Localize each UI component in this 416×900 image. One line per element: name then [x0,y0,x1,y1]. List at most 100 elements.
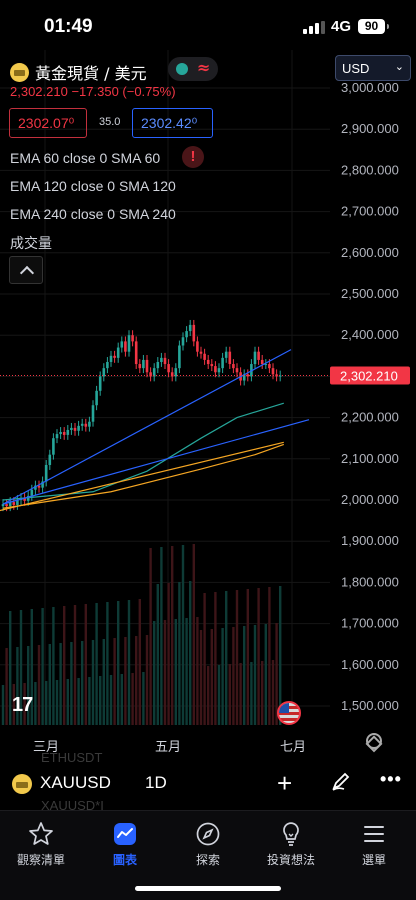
candle-body [163,357,167,365]
volume-bar [160,547,163,725]
indicator-ema120[interactable]: EMA 120 close 0 SMA 120 [10,178,176,194]
volume-bar [135,636,138,725]
volume-bar [156,584,159,725]
volume-bar [30,609,33,725]
y-tick-label: 2,200.000 [341,410,399,425]
candle-body [1,504,5,507]
candle-body [253,351,257,365]
candle-body [23,497,26,501]
volume-bar [131,673,134,725]
volume-bar [253,625,257,725]
more-icon[interactable]: ••• [380,769,402,789]
candle-body [116,347,120,358]
candle-body [102,368,106,377]
y-tick-label: 2,000.000 [341,492,399,507]
collapse-indicators-button[interactable] [9,256,43,284]
candle-body [142,359,145,369]
volume-bar [239,663,242,725]
candle-body [170,372,174,377]
volume-bar [113,638,116,725]
y-tick-label: 2,100.000 [341,451,399,466]
ema240-line [0,441,284,512]
tab-ideas[interactable]: 投資想法 [251,821,331,868]
volume-bar [181,545,185,725]
candle-body [34,485,37,490]
volume-bar [171,546,174,725]
tab-explore[interactable]: 探索 [168,821,248,868]
signal-icon [303,21,325,34]
gold-bar-icon [10,62,29,82]
candle-body [228,351,232,365]
candle-body [181,337,185,346]
volume-bar [91,640,95,725]
indicator-ema240[interactable]: EMA 240 close 0 SMA 240 [10,206,176,222]
candle-body [134,341,138,365]
network-label: 4G [331,18,352,35]
volume-bar [95,603,98,725]
us-flag-icon[interactable] [277,701,301,725]
symbol-button[interactable]: XAUUSD [40,773,111,792]
volume-bar [73,605,77,725]
status-bar: 01:49 4G 90 [0,0,416,50]
candle-body [59,432,62,435]
tradingview-logo: 17 [12,694,33,716]
y-tick-label: 2,800.000 [341,162,399,177]
volume-bar [120,674,123,725]
menu-icon [364,826,384,842]
candle-body [95,390,98,406]
volume-bar [163,620,167,725]
instrument-title[interactable]: 黃金現貨 / 美元 [10,60,147,84]
volume-bar [145,635,149,725]
candle-body [235,368,239,373]
y-tick-label: 1,900.000 [341,533,399,548]
add-icon[interactable]: + [277,768,293,798]
tab-menu[interactable]: 選單 [334,821,414,868]
volume-bar [261,661,264,725]
chart-icon [114,823,136,845]
indicator-volume[interactable]: 成交量 [10,235,52,251]
candle-body [109,355,113,362]
y-tick-label: 2,400.000 [341,327,399,342]
candle-body [70,427,73,430]
candle-body [217,368,221,373]
volume-bar [12,684,15,725]
volume-bar [138,599,141,725]
last-price-badge [330,366,410,385]
y-tick-label: 1,500.000 [341,698,399,713]
market-status-pill[interactable]: ≈ [168,57,218,81]
tab-chart[interactable]: 圖表 [85,821,165,868]
buy-button[interactable]: 2302.42⁰ [132,108,213,138]
candle-body [8,502,12,507]
candle-body [196,341,199,352]
timeframe-button[interactable]: 1D [145,773,167,792]
volume-bar [48,644,51,725]
tab-watchlist[interactable]: 觀察清單 [1,821,81,868]
candle-body [210,364,214,367]
volume-bar [99,676,102,725]
lightbulb-icon [283,822,299,846]
candle-body [152,368,156,377]
volume-bar [210,629,213,725]
candle-body [84,423,88,427]
candle-body [5,504,8,507]
currency-select[interactable]: USD ⌄ [335,55,411,81]
candle-body [120,341,124,348]
candle-body [242,374,246,381]
sell-button[interactable]: 2302.07⁰ [9,108,87,138]
candle-body [145,359,149,373]
drawing-pen-icon[interactable] [330,770,352,792]
volume-bar [203,593,206,725]
volume-bar [228,664,231,725]
candle-body [174,368,178,377]
candle-body [178,345,181,369]
price-chart[interactable]: 3,000.000 2,900.000 2,800.000 2,700.000 2,60… [0,50,416,758]
candle-body [66,429,70,435]
indicator-ema60[interactable]: EMA 60 close 0 SMA 60 [10,150,161,166]
candle-body [88,421,91,427]
candle-body [278,375,282,377]
volume-bar [16,647,19,725]
next-symbol: XAUUSD*I [41,798,104,813]
volume-bar [1,685,5,725]
volume-bar [250,662,253,725]
warning-icon[interactable]: ! [182,146,204,168]
